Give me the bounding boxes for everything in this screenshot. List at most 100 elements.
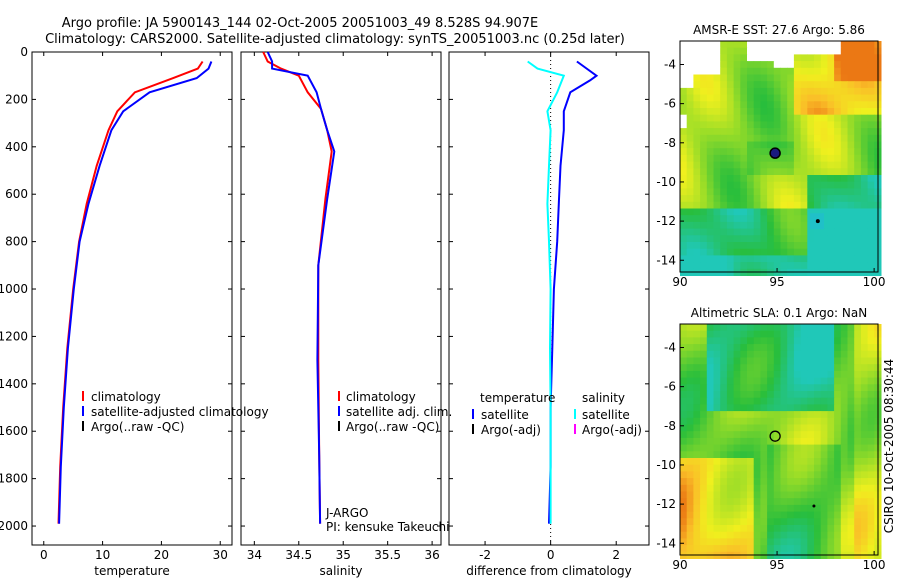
map-cell <box>767 397 775 405</box>
map-cell <box>807 424 815 432</box>
map-cell <box>827 531 835 539</box>
map-cell <box>800 538 808 546</box>
map-cell <box>680 357 688 365</box>
map-cell <box>780 41 788 49</box>
map-cell <box>740 458 748 466</box>
series-line-temperature-satellite <box>548 60 599 524</box>
y-tick-label: 1400 <box>0 377 28 391</box>
map-cell <box>680 411 688 419</box>
map-cell <box>807 67 815 75</box>
map-cell <box>854 431 862 439</box>
map-cell <box>700 54 708 62</box>
map-cell <box>854 87 862 96</box>
map-cell <box>787 248 795 256</box>
map-cell <box>713 201 721 209</box>
map-cell <box>807 228 815 236</box>
map-cell <box>860 242 869 250</box>
map-cell <box>780 181 788 189</box>
map-cell <box>767 141 775 149</box>
map-cell <box>814 391 822 399</box>
map-cell <box>720 201 728 209</box>
map-cell <box>807 208 815 216</box>
map-cell <box>753 377 761 385</box>
map-cell <box>760 128 768 136</box>
map-cell <box>807 538 815 546</box>
map-cell <box>726 47 735 55</box>
map-cell <box>713 87 721 96</box>
map-cell <box>840 201 848 209</box>
map-cell <box>834 364 842 372</box>
map-cell <box>780 350 788 358</box>
map-cell <box>733 364 741 372</box>
map-cell <box>740 431 748 439</box>
map-cell <box>827 242 835 250</box>
map-cell <box>780 168 788 176</box>
map-cell <box>847 208 855 216</box>
map-cell <box>680 478 688 486</box>
map-cell <box>814 330 822 338</box>
map-cell <box>760 168 768 176</box>
map-cell <box>753 437 761 446</box>
map-cell <box>767 108 775 116</box>
map-cell <box>726 148 735 156</box>
y-tick-label: -14 <box>656 253 676 267</box>
x-tick-label: 34 <box>247 548 262 562</box>
map-cell <box>807 451 815 459</box>
map-cell <box>726 324 735 332</box>
map-cell <box>773 478 781 486</box>
map-cell <box>814 242 822 250</box>
map-cell <box>787 255 795 263</box>
map-cell <box>773 67 781 75</box>
map-cell <box>793 417 802 425</box>
map-cell <box>753 195 761 203</box>
map-cell <box>773 128 781 136</box>
map-cell <box>700 417 708 425</box>
map-cell <box>767 128 775 136</box>
map-cell <box>800 350 808 358</box>
map-cell <box>760 391 768 399</box>
map-cell <box>793 397 802 405</box>
map-cell <box>693 370 701 379</box>
map-cell <box>747 161 755 169</box>
map-cell <box>706 471 714 479</box>
map-cell <box>686 364 694 372</box>
map-cell <box>814 458 822 466</box>
map-cell <box>847 188 855 196</box>
map-cell <box>807 61 815 69</box>
map-cell <box>820 181 828 189</box>
map-cell <box>773 87 781 96</box>
map-cell <box>700 87 708 96</box>
map-feature <box>812 504 816 508</box>
map-cell <box>773 81 781 89</box>
map-cell <box>834 478 842 486</box>
map-cell <box>680 54 688 62</box>
map-cell <box>780 417 788 425</box>
map-cell <box>700 364 708 372</box>
map-cell <box>840 188 848 196</box>
map-cell <box>814 511 822 519</box>
map-cell <box>800 228 808 236</box>
map-cell <box>686 337 694 345</box>
map-cell <box>767 491 775 499</box>
map-cell <box>840 87 848 96</box>
y-tick-label: 200 <box>5 92 28 106</box>
map-cell <box>854 498 862 506</box>
map-cell <box>753 458 761 466</box>
map-cell <box>747 54 755 62</box>
map-cell <box>847 87 855 96</box>
map-cell <box>787 67 795 75</box>
map-cell <box>686 235 694 243</box>
map-cell <box>800 498 808 506</box>
map-cell <box>814 201 822 209</box>
map-cell <box>780 161 788 169</box>
map-cell <box>713 330 721 338</box>
map-cell <box>686 525 694 533</box>
map-cell <box>753 337 761 345</box>
map-frame <box>679 40 879 273</box>
map-cell <box>827 248 835 256</box>
map-cell <box>860 404 869 412</box>
map-cell <box>840 134 848 142</box>
map-cell <box>787 417 795 425</box>
map-cell <box>767 437 775 446</box>
map-cell <box>867 228 875 236</box>
